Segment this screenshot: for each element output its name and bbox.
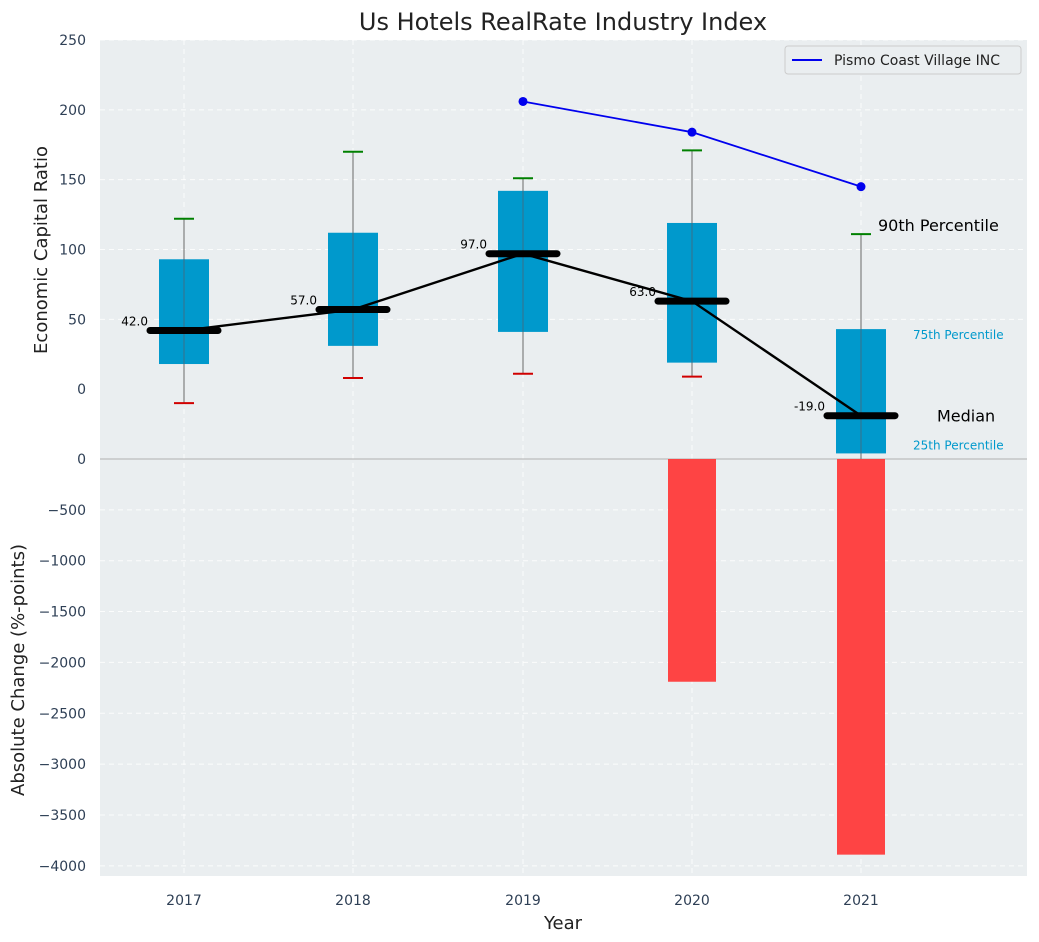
bottom-y-axis-label: Absolute Change (%-points) [8,544,29,796]
top-y-tick-label: 100 [59,243,86,259]
annotation-90th-percentile: 90th Percentile [878,216,999,235]
median-value-label-2021: -19.0 [794,400,825,414]
x-axis-label: Year [543,913,583,934]
legend-label: Pismo Coast Village INC [834,53,1000,69]
percentile-boxes: 42.057.097.063.0-19.0 [121,149,899,459]
top-y-tick-label: 50 [68,312,86,328]
annotation-median: Median [937,407,995,426]
top-y-tick-label: 150 [59,173,86,189]
median-value-label-2019: 97.0 [460,238,487,252]
chart-title: Us Hotels RealRate Industry Index [359,8,767,36]
change-bar-2021 [837,459,885,855]
legend: Pismo Coast Village INC [784,45,1022,75]
bottom-y-tick-label: −1000 [39,554,86,570]
bottom-y-tick-label: −4000 [39,859,86,875]
top-y-tick-label: 200 [59,103,86,119]
median-value-label-2018: 57.0 [290,294,317,308]
bottom-y-tick-label: −500 [48,503,86,519]
x-tick-label: 2017 [166,893,202,909]
x-tick-label: 2018 [335,893,371,909]
top-y-tick-label: 250 [59,33,86,49]
bottom-y-tick-label: −1500 [39,605,86,621]
plot-background [100,40,1027,876]
x-tick-label: 2019 [505,893,541,909]
company-point-2019 [518,96,528,106]
bottom-y-tick-label: −2500 [39,706,86,722]
top-y-axis-label: Economic Capital Ratio [31,146,52,354]
top-y-tick-label: 0 [77,382,86,398]
median-trend-line [183,252,862,417]
x-tick-label: 2020 [674,893,710,909]
bottom-y-tick-label: −3500 [39,808,86,824]
legend-frame [784,45,1022,75]
bottom-y-tick-label: −2000 [39,655,86,671]
change-bar-2020 [668,459,716,682]
annotation-25th-percentile: 25th Percentile [913,438,1004,452]
median-value-label-2017: 42.0 [121,315,148,329]
bottom-y-tick-label: 0 [77,452,86,468]
company-point-2020 [687,127,697,137]
x-tick-label: 2021 [843,893,879,909]
annotation-75th-percentile: 75th Percentile [913,328,1004,342]
bottom-y-tick-label: −3000 [39,757,86,773]
company-point-2021 [856,182,866,192]
